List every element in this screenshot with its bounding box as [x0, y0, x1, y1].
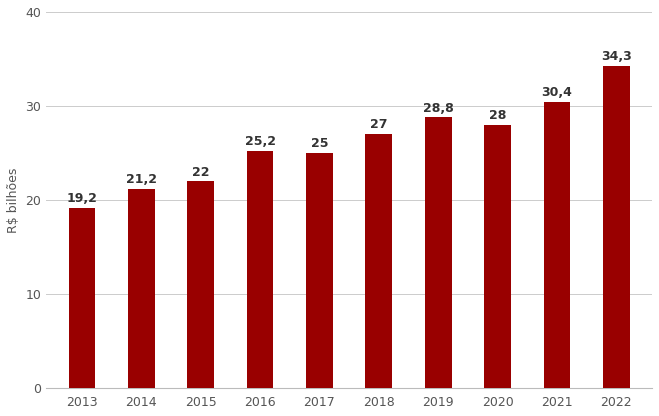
Text: 25,2: 25,2: [244, 136, 275, 149]
Text: 27: 27: [370, 119, 387, 131]
Y-axis label: R$ bilhões: R$ bilhões: [7, 168, 20, 233]
Bar: [603, 66, 630, 389]
Bar: [544, 102, 571, 389]
Bar: [246, 151, 273, 389]
Bar: [69, 208, 96, 389]
Text: 19,2: 19,2: [67, 192, 98, 205]
Text: 21,2: 21,2: [126, 173, 157, 186]
Text: 34,3: 34,3: [601, 50, 632, 63]
Bar: [306, 153, 333, 389]
Bar: [187, 181, 214, 389]
Text: 25: 25: [310, 137, 328, 150]
Bar: [425, 117, 451, 389]
Text: 30,4: 30,4: [542, 87, 573, 99]
Text: 28: 28: [489, 109, 506, 122]
Bar: [366, 134, 392, 389]
Text: 28,8: 28,8: [423, 102, 453, 114]
Bar: [484, 125, 511, 389]
Text: 22: 22: [192, 166, 210, 178]
Bar: [128, 189, 155, 389]
